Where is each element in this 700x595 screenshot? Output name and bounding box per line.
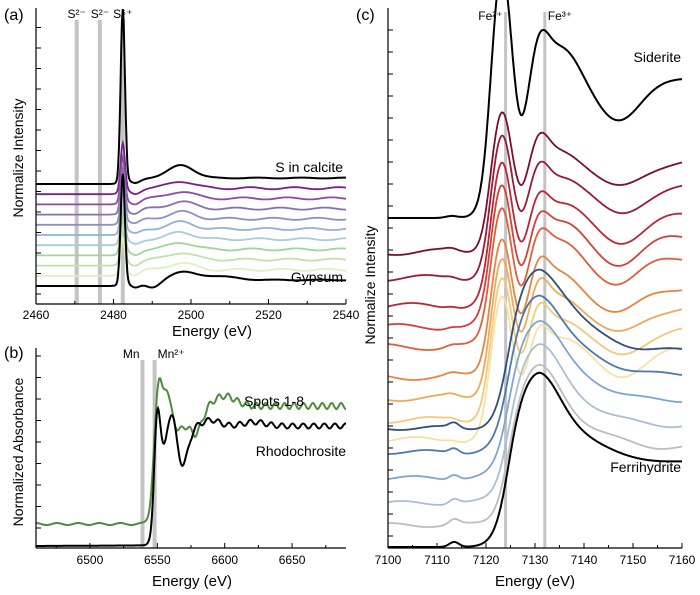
- panel-c-series-14: [388, 363, 683, 528]
- curve-label-ferrihydrite: Ferrihydrite: [610, 459, 681, 475]
- panel-a-series-4: [36, 177, 347, 226]
- panel-c-reference-label-0: Fe²⁺: [478, 9, 502, 23]
- panel-b-series-spots: [36, 377, 347, 526]
- panel-b-series: [36, 377, 347, 547]
- panel-c-series-13: [387, 343, 683, 506]
- panel-c-series-8: [387, 277, 683, 424]
- panel-c-series-11: [388, 294, 683, 455]
- panel-b-x-axis-label: Energy (eV): [152, 573, 232, 590]
- panel-c-x-tick-label: 7100: [375, 553, 402, 567]
- series-label-rhodochrosite: Rhodochrosite: [256, 443, 346, 459]
- panel-c-series-6: [387, 238, 683, 381]
- panel-b-series-rhodochrosite: [36, 405, 347, 547]
- panel-c-x-tick-label: 7110: [424, 553, 450, 567]
- panel-a-series-5: [36, 189, 347, 236]
- panel-b-reference-label-1: Mn²⁺: [158, 347, 185, 361]
- panel-a-reference-line-2: [120, 20, 125, 304]
- series-label-spots: Spots 1-8: [244, 393, 304, 409]
- panel-a-x-tick-label: 2460: [23, 308, 50, 322]
- panel-c-curve-labels: Siderite Ferrihydrite: [610, 49, 681, 475]
- panel-a-series-3: [36, 165, 346, 216]
- panel-a-x-tick-label: 2520: [255, 308, 282, 322]
- panel-a-series-0: [36, 9, 346, 185]
- panel-a-series: [36, 9, 347, 289]
- panel-c-series-5: [387, 207, 683, 351]
- panel-a-reference-label-1: S²⁻: [91, 7, 109, 21]
- panel-c-reference-line-0: [504, 12, 508, 548]
- panel-c-series-7: [387, 258, 683, 402]
- panel-label-c: (c): [356, 7, 375, 24]
- panel-a-series-8: [36, 223, 347, 267]
- panel-a-reference-line-0: [74, 20, 79, 304]
- panel-a-reference-label-0: S²⁻: [68, 7, 86, 21]
- panel-c-series: [387, 0, 683, 548]
- panel-a-series-9: [36, 235, 347, 277]
- panel-c-series-1: [387, 111, 683, 256]
- panel-b-x-tick-label: 6500: [77, 553, 104, 567]
- panel-c-x-tick-label: 7160: [669, 553, 696, 567]
- panel-c-chart: Fe²⁺ Fe³⁺ 7100 7110 7120 7130 7140 7150 7160 Si…: [362, 0, 696, 590]
- panel-c-series-9: [387, 295, 683, 443]
- panel-a-x-axis-label: Energy (eV): [172, 323, 252, 340]
- panel-b-chart: Mn Mn²⁺ 6500 6550 6600 6650 Spots 1-8 Rhodoc…: [10, 347, 346, 590]
- panel-a-chart: S²⁻ S²⁻ S⁶⁺ 2460 2480 2500 2520 2540 S in calc…: [10, 7, 360, 340]
- panel-a-series-10: [36, 173, 347, 289]
- panel-c-series-2: [388, 134, 683, 282]
- panel-a-x-tick-label: 2480: [100, 308, 127, 322]
- panel-b-reference-line-0: [140, 360, 145, 548]
- curve-label-s-in-calcite: S in calcite: [275, 159, 343, 175]
- panel-a-series-2: [36, 153, 347, 206]
- panel-c-reference-label-1: Fe³⁺: [548, 9, 572, 23]
- panel-a-series-1: [36, 139, 346, 196]
- panel-a-reference-line-1: [97, 20, 102, 304]
- panel-c-x-tick-label: 7150: [620, 553, 647, 567]
- panel-c-axes: 7100 7110 7120 7130 7140 7150 7160: [375, 8, 696, 567]
- panel-c-y-axis-label: Normalize Intensity: [362, 225, 378, 344]
- panel-a-series-6: [36, 201, 346, 247]
- panel-a-x-tick-label: 2500: [178, 308, 205, 322]
- panel-c-series-12: [387, 319, 683, 480]
- panel-c-x-axis-label: Energy (eV): [495, 573, 575, 590]
- curve-label-siderite: Siderite: [634, 49, 682, 65]
- curve-label-gypsum: Gypsum: [291, 269, 343, 285]
- panel-b-reference-label-0: Mn: [123, 347, 140, 361]
- panel-c-x-tick-label: 7140: [571, 553, 598, 567]
- panel-label-b: (b): [4, 345, 24, 362]
- panel-a-series-7: [36, 211, 347, 257]
- panel-c-series-3: [387, 161, 682, 309]
- panel-b-x-tick-label: 6650: [279, 553, 306, 567]
- panel-c-series-4: [387, 184, 683, 331]
- panel-b-x-tick-label: 6550: [144, 553, 171, 567]
- panel-c-series-10: [387, 268, 683, 431]
- panel-a-x-tick-label: 2540: [333, 308, 360, 322]
- panel-a-curve-labels: S in calcite Gypsum: [275, 159, 343, 285]
- panel-c-x-tick-label: 7120: [473, 553, 500, 567]
- panel-b-x-tick-label: 6600: [211, 553, 238, 567]
- panel-b-y-axis-label: Normalized Absorbance: [10, 377, 26, 526]
- panel-c-series-0: [388, 0, 683, 219]
- panel-c-x-tick-label: 7130: [522, 553, 549, 567]
- panel-label-a: (a): [4, 7, 24, 24]
- panel-b-axes: 6500 6550 6600 6650: [35, 348, 346, 567]
- panel-a-y-axis-label: Normalize Intensity: [10, 98, 26, 217]
- panel-a-axes: 2460 2480 2500 2520 2540: [23, 8, 360, 322]
